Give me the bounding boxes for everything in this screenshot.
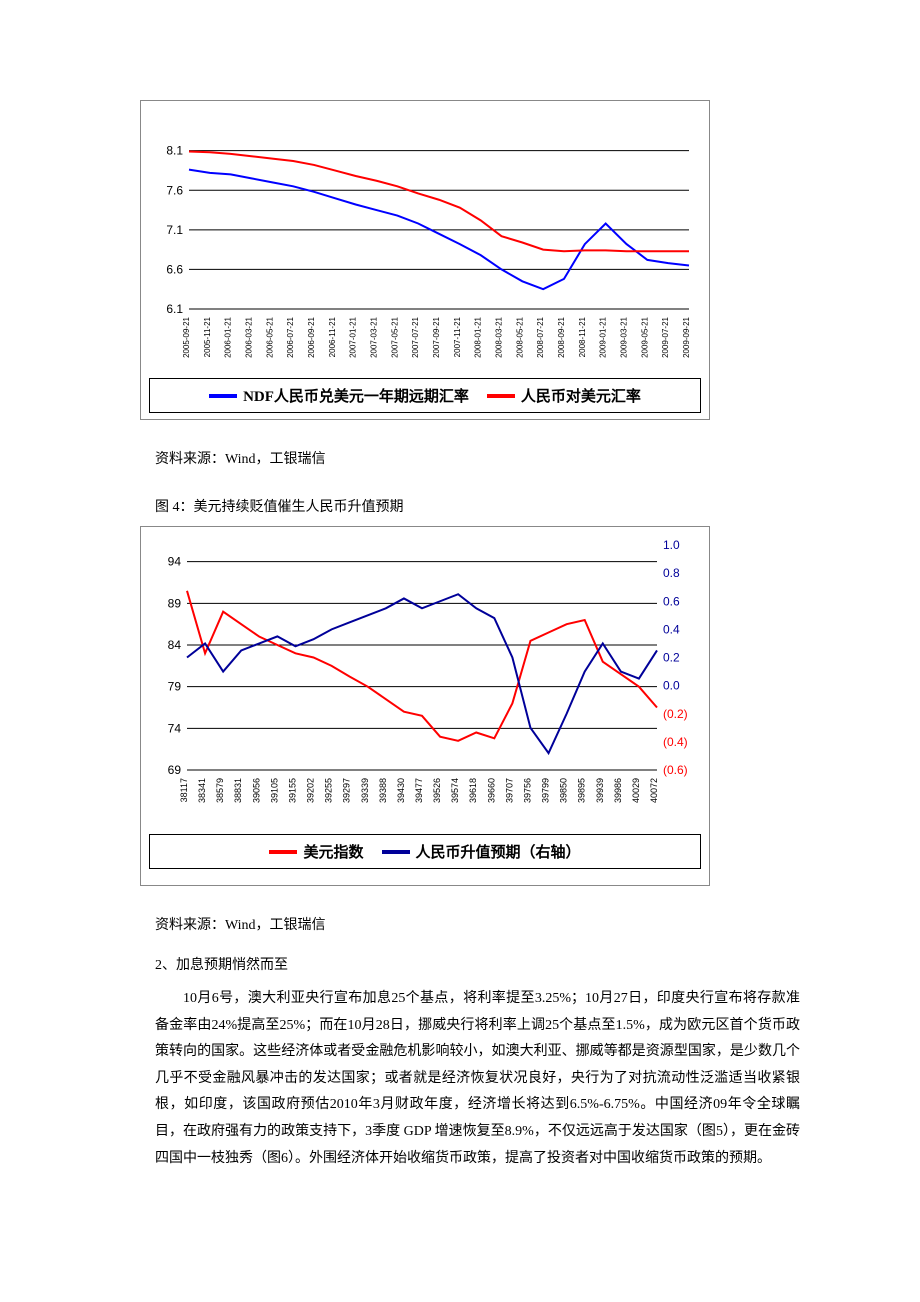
svg-text:2006-03-21: 2006-03-21 <box>245 316 254 357</box>
svg-text:39255: 39255 <box>324 778 334 803</box>
svg-text:39660: 39660 <box>486 778 496 803</box>
svg-text:2007-05-21: 2007-05-21 <box>390 316 399 357</box>
svg-text:39526: 39526 <box>432 778 442 803</box>
svg-text:40072: 40072 <box>649 778 659 803</box>
svg-text:6.6: 6.6 <box>166 262 183 276</box>
svg-text:39339: 39339 <box>360 778 370 803</box>
svg-text:(0.4): (0.4) <box>663 735 688 749</box>
svg-text:0.2: 0.2 <box>663 651 680 665</box>
svg-text:1.0: 1.0 <box>663 538 680 552</box>
chart-1-caption: 图 4：美元持续贬值催生人民币升值预期 <box>155 496 920 516</box>
legend-label: NDF人民币兑美元一年期远期汇率 <box>243 385 469 406</box>
svg-text:38831: 38831 <box>233 778 243 803</box>
svg-text:39388: 39388 <box>378 778 388 803</box>
svg-text:7.6: 7.6 <box>166 183 183 197</box>
svg-text:38579: 38579 <box>215 778 225 803</box>
svg-text:39297: 39297 <box>342 778 352 803</box>
svg-text:2007-07-21: 2007-07-21 <box>411 316 420 357</box>
swatch-red <box>269 850 297 854</box>
svg-text:69: 69 <box>168 763 182 777</box>
svg-text:2008-09-21: 2008-09-21 <box>557 316 566 357</box>
svg-text:39756: 39756 <box>522 778 532 803</box>
svg-text:2008-03-21: 2008-03-21 <box>495 316 504 357</box>
svg-text:39895: 39895 <box>577 778 587 803</box>
legend-label: 美元指数 <box>303 841 363 862</box>
chart-1-legend: NDF人民币兑美元一年期远期汇率 人民币对美元汇率 <box>149 378 701 413</box>
svg-text:39056: 39056 <box>251 778 261 803</box>
svg-text:2005-09-21: 2005-09-21 <box>182 316 191 357</box>
svg-text:2006-07-21: 2006-07-21 <box>286 316 295 357</box>
svg-text:2006-05-21: 2006-05-21 <box>265 316 274 357</box>
svg-text:39477: 39477 <box>414 778 424 803</box>
chart-2-svg: 69 74 79 84 89 94 (0.6) (0.4) (0.2) 0.0 0.2 0.4 0.6 0… <box>149 535 699 825</box>
chart-2-container: 69 74 79 84 89 94 (0.6) (0.4) (0.2) 0.0 0.2 0.4 0.6 0… <box>140 526 710 886</box>
svg-text:2006-01-21: 2006-01-21 <box>224 316 233 357</box>
svg-text:2009-07-21: 2009-07-21 <box>661 316 670 357</box>
swatch-blue <box>209 394 237 398</box>
svg-text:8.1: 8.1 <box>166 144 183 158</box>
svg-text:84: 84 <box>168 638 182 652</box>
svg-text:2006-11-21: 2006-11-21 <box>328 316 337 357</box>
svg-text:2009-03-21: 2009-03-21 <box>620 316 629 357</box>
chart-1-svg: 6.1 6.6 7.1 7.6 8.1 2005-09-21 2005-11-21 2006-… <box>149 109 699 369</box>
svg-text:39707: 39707 <box>504 778 514 803</box>
svg-text:0.0: 0.0 <box>663 679 680 693</box>
svg-text:7.1: 7.1 <box>166 223 183 237</box>
legend-item-ndf: NDF人民币兑美元一年期远期汇率 <box>209 385 469 406</box>
svg-text:39105: 39105 <box>269 778 279 803</box>
svg-text:79: 79 <box>168 680 182 694</box>
chart-1-source: 资料来源：Wind，工银瑞信 <box>155 448 920 468</box>
svg-text:2007-01-21: 2007-01-21 <box>349 316 358 357</box>
svg-text:89: 89 <box>168 596 182 610</box>
svg-text:0.4: 0.4 <box>663 622 680 636</box>
svg-text:0.6: 0.6 <box>663 594 680 608</box>
svg-text:2006-09-21: 2006-09-21 <box>307 316 316 357</box>
svg-text:0.8: 0.8 <box>663 566 680 580</box>
svg-text:2009-01-21: 2009-01-21 <box>599 316 608 357</box>
section-heading: 2、加息预期悄然而至 <box>155 954 920 974</box>
body-paragraph: 10月6号，澳大利亚央行宣布加息25个基点，将利率提至3.25%；10月27日，… <box>155 986 800 1172</box>
svg-text:39202: 39202 <box>306 778 316 803</box>
svg-text:(0.6): (0.6) <box>663 763 688 777</box>
svg-text:39618: 39618 <box>468 778 478 803</box>
chart-2-source: 资料来源：Wind，工银瑞信 <box>155 914 920 934</box>
chart-1-container: 6.1 6.6 7.1 7.6 8.1 2005-09-21 2005-11-21 2006-… <box>140 100 710 420</box>
svg-text:2007-09-21: 2007-09-21 <box>432 316 441 357</box>
svg-text:39155: 39155 <box>287 778 297 803</box>
svg-text:38117: 38117 <box>179 778 189 802</box>
svg-text:(0.2): (0.2) <box>663 707 688 721</box>
svg-text:40029: 40029 <box>631 778 641 803</box>
svg-text:39574: 39574 <box>450 778 460 803</box>
svg-text:38341: 38341 <box>197 778 207 803</box>
svg-text:39939: 39939 <box>595 778 605 803</box>
svg-text:2008-07-21: 2008-07-21 <box>536 316 545 357</box>
svg-text:94: 94 <box>168 555 182 569</box>
svg-text:6.1: 6.1 <box>166 302 183 316</box>
svg-text:2009-05-21: 2009-05-21 <box>640 316 649 357</box>
svg-text:2008-01-21: 2008-01-21 <box>474 316 483 357</box>
swatch-navy <box>382 850 410 854</box>
legend-label: 人民币对美元汇率 <box>521 385 641 406</box>
legend-item-apprec: 人民币升值预期（右轴） <box>382 841 581 862</box>
svg-text:2007-03-21: 2007-03-21 <box>370 316 379 357</box>
svg-text:2009-09-21: 2009-09-21 <box>682 316 691 357</box>
svg-text:39986: 39986 <box>613 778 623 803</box>
legend-label: 人民币升值预期（右轴） <box>416 841 581 862</box>
svg-text:39799: 39799 <box>541 778 551 803</box>
svg-text:39850: 39850 <box>559 778 569 803</box>
legend-item-cny: 人民币对美元汇率 <box>487 385 641 406</box>
svg-text:39430: 39430 <box>396 778 406 803</box>
svg-text:2008-11-21: 2008-11-21 <box>578 316 587 357</box>
legend-item-dxy: 美元指数 <box>269 841 363 862</box>
swatch-red <box>487 394 515 398</box>
chart-2-legend: 美元指数 人民币升值预期（右轴） <box>149 834 701 869</box>
svg-text:74: 74 <box>168 721 182 735</box>
svg-text:2007-11-21: 2007-11-21 <box>453 316 462 357</box>
svg-text:2005-11-21: 2005-11-21 <box>203 316 212 357</box>
svg-text:2008-05-21: 2008-05-21 <box>515 316 524 357</box>
